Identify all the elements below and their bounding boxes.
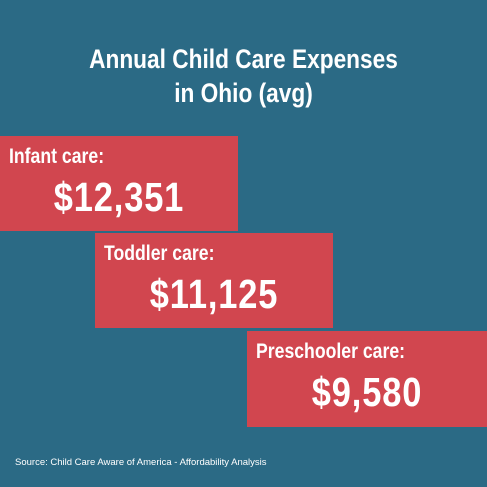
category-label: Preschooler care: — [256, 340, 406, 363]
value-label: $9,580 — [311, 369, 423, 415]
expense-tile: Toddler care: $11,125 — [95, 233, 333, 328]
chart-title-line-2: in Ohio (avg) — [174, 78, 313, 108]
expense-tile: Preschooler care: $9,580 — [247, 331, 487, 427]
value-label: $11,125 — [149, 271, 279, 317]
category-label: Toddler care: — [104, 242, 215, 265]
chart-title-line-1: Annual Child Care Expenses — [89, 44, 398, 74]
category-label: Infant care: — [9, 145, 105, 168]
value-label: $12,351 — [53, 174, 185, 220]
source-note: Source: Child Care Aware of America - Af… — [15, 457, 267, 468]
expense-tile: Infant care: $12,351 — [0, 136, 238, 231]
